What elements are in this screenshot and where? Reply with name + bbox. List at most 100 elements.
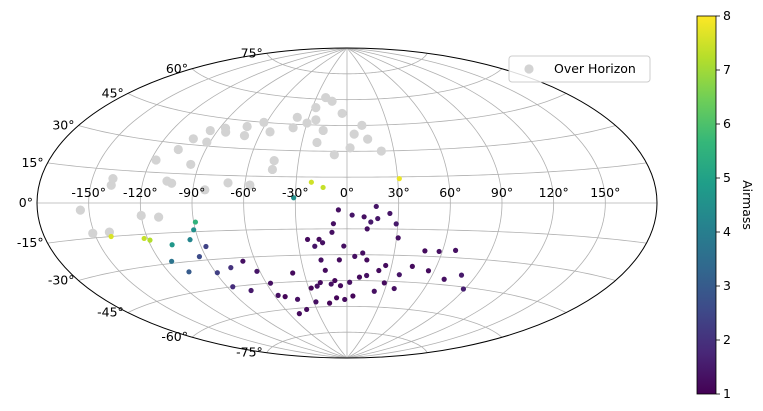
- airmass-point: [187, 237, 193, 243]
- lon-tick-label: -60°: [230, 185, 257, 200]
- airmass-point: [396, 272, 402, 278]
- over-horizon-point: [288, 123, 298, 133]
- over-horizon-point: [311, 103, 321, 113]
- airmass-point: [304, 306, 310, 313]
- lat-tick-label: -45°: [97, 305, 124, 320]
- colorbar-tick-label: 8: [723, 8, 731, 23]
- airmass-point: [347, 279, 353, 285]
- lat-tick-label: -75°: [236, 345, 263, 360]
- over-horizon-point: [173, 144, 183, 155]
- lon-tick-label: 30°: [388, 185, 410, 200]
- legend: Over Horizon: [508, 55, 651, 83]
- lon-tick-label: 60°: [439, 185, 461, 200]
- lon-tick-label: 150°: [590, 185, 620, 200]
- airmass-point: [436, 248, 442, 255]
- airmass-point: [320, 184, 326, 191]
- airmass-point: [391, 285, 397, 292]
- data-points: [75, 92, 467, 317]
- airmass-point: [329, 229, 335, 235]
- airmass-point: [296, 311, 302, 317]
- airmass-point: [425, 268, 432, 274]
- meridian-line: [88, 47, 348, 359]
- airmass-point: [375, 215, 381, 222]
- lon-tick-label: 120°: [539, 185, 569, 200]
- airmass-point: [360, 250, 366, 256]
- over-horizon-point: [205, 125, 215, 136]
- over-horizon-point: [186, 159, 196, 170]
- legend-marker: [524, 64, 534, 74]
- over-horizon-point: [242, 121, 252, 132]
- colorbar-tick-label: 1: [723, 386, 731, 401]
- airmass-point: [460, 286, 467, 292]
- over-horizon-point: [329, 150, 339, 160]
- over-horizon-point: [88, 228, 98, 238]
- lat-tick-label: 75°: [241, 45, 263, 60]
- colorbar-tick-label: 6: [723, 116, 731, 131]
- airmass-point: [230, 284, 236, 290]
- lat-tick-label: 15°: [21, 155, 43, 170]
- over-horizon-point: [202, 137, 212, 147]
- over-horizon-point: [221, 127, 231, 137]
- airmass-point: [350, 293, 356, 299]
- airmass-point: [422, 248, 428, 254]
- lat-tick-label: 45°: [102, 85, 124, 100]
- over-horizon-point: [136, 210, 146, 221]
- airmass-point: [330, 221, 337, 227]
- airmass-point: [368, 219, 374, 225]
- over-horizon-point: [312, 137, 322, 148]
- airmass-point: [356, 274, 363, 280]
- meridian-line: [346, 47, 503, 359]
- airmass-point: [409, 263, 415, 269]
- airmass-point: [387, 210, 393, 217]
- airmass-point: [240, 258, 246, 264]
- airmass-point: [291, 195, 297, 201]
- over-horizon-point: [318, 125, 328, 136]
- airmass-point: [147, 237, 153, 243]
- lat-tick-label: 60°: [166, 61, 188, 76]
- over-horizon-point: [337, 108, 347, 119]
- over-horizon-point: [162, 176, 172, 186]
- airmass-point: [308, 285, 314, 291]
- over-horizon-point: [349, 129, 359, 139]
- over-horizon-point: [188, 134, 198, 144]
- over-horizon-point: [357, 120, 367, 130]
- airmass-point: [196, 254, 203, 260]
- airmass-point: [108, 233, 114, 240]
- airmass-point: [319, 240, 326, 246]
- colorbar-gradient: [696, 15, 717, 395]
- airmass-point: [452, 247, 459, 253]
- meridian-line: [139, 47, 348, 359]
- lon-tick-label: 90°: [491, 185, 513, 200]
- over-horizon-point: [245, 180, 255, 190]
- airmass-point: [364, 272, 370, 279]
- over-horizon-point: [265, 127, 275, 137]
- airmass-point: [458, 272, 465, 278]
- legend-label: Over Horizon: [554, 61, 636, 76]
- over-horizon-point: [154, 212, 164, 222]
- airmass-point: [141, 235, 147, 242]
- lon-tick-label: -150°: [71, 185, 106, 200]
- over-horizon-point: [151, 155, 161, 165]
- over-horizon-point: [75, 205, 85, 215]
- over-horizon-point: [223, 178, 233, 188]
- lat-tick-label: -30°: [48, 273, 75, 288]
- airmass-point: [342, 296, 348, 303]
- airmass-point: [290, 270, 296, 276]
- airmass-point: [312, 243, 318, 249]
- colorbar-label: Airmass: [740, 180, 755, 230]
- lon-tick-label: -30°: [282, 185, 309, 200]
- airmass-point: [441, 276, 447, 282]
- over-horizon-point: [200, 185, 210, 195]
- meridian-line: [346, 47, 555, 359]
- meridian-line: [346, 47, 400, 359]
- over-horizon-point: [239, 131, 250, 141]
- airmass-point: [332, 277, 338, 284]
- over-horizon-point: [259, 117, 269, 127]
- airmass-point: [395, 235, 401, 241]
- airmass-point: [333, 295, 340, 301]
- colorbar-tick-label: 5: [723, 170, 731, 185]
- airmass-point: [169, 242, 175, 248]
- airmass-point: [275, 292, 281, 298]
- airmass-point: [361, 214, 367, 220]
- airmass-point: [294, 296, 301, 302]
